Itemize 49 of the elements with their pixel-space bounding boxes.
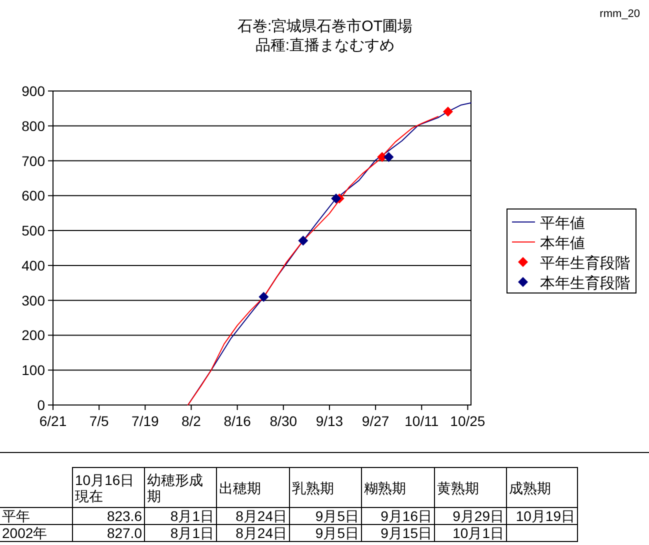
text: 出穂期: [216, 468, 290, 508]
text: 8月1日: [144, 508, 216, 524]
text: 10月1日: [434, 524, 506, 542]
y-tick-label: 700: [22, 152, 46, 169]
legend-label: 平年生育段階: [540, 255, 630, 272]
chart-title: 石巻:宮城県石巻市OT圃場: [238, 18, 412, 35]
y-tick-label: 300: [22, 292, 46, 308]
text: 8月24日: [216, 524, 290, 542]
x-tick-label: 8/2: [182, 413, 202, 429]
text: 8月1日: [144, 524, 216, 542]
text: rmm_20: [600, 8, 640, 20]
text: 平年: [0, 508, 72, 524]
text: 9月15日: [362, 524, 434, 542]
text: 黄熟期: [434, 468, 506, 508]
chart-subtitle: 品種:直播まなむすめ: [255, 37, 395, 54]
x-tick-label: 8/30: [270, 413, 298, 429]
text: 幼穂形成期: [144, 468, 216, 508]
text: 2002年: [0, 524, 72, 542]
text: 823.6: [72, 508, 144, 524]
x-tick-label: 10/11: [404, 413, 439, 429]
x-tick-label: 7/19: [132, 413, 159, 429]
legend-label: 本年生育段階: [540, 275, 630, 292]
x-tick-label: 8/16: [224, 413, 252, 429]
text: 9月5日: [290, 508, 362, 524]
text: 糊熟期: [362, 468, 434, 508]
x-tick-label: 9/27: [362, 413, 390, 429]
y-tick-label: 800: [22, 118, 46, 134]
text: 9月29日: [434, 508, 506, 524]
text: 9月16日: [362, 508, 434, 524]
x-tick-label: 7/5: [89, 413, 110, 429]
y-tick-label: 600: [22, 188, 46, 204]
x-tick-label: 9/13: [316, 413, 344, 429]
text: 10月19日: [506, 508, 578, 524]
text: 10月16日現在: [72, 468, 144, 508]
y-tick-label: 0: [37, 397, 46, 413]
y-tick-label: 500: [22, 222, 46, 239]
y-tick-label: 100: [22, 362, 46, 378]
legend-label: 本年値: [540, 235, 585, 252]
text: 成熟期: [506, 468, 578, 508]
y-tick-label: 400: [22, 257, 46, 274]
y-tick-label: 900: [22, 83, 46, 99]
x-tick-label: 6/21: [39, 413, 67, 429]
legend-label: 平年値: [540, 215, 585, 232]
y-tick-label: 200: [22, 327, 46, 344]
text: 827.0: [72, 524, 144, 542]
x-tick-label: 10/25: [450, 413, 486, 429]
text: 乳熟期: [290, 468, 362, 508]
text: 9月5日: [290, 524, 362, 542]
text: 8月24日: [216, 508, 290, 524]
